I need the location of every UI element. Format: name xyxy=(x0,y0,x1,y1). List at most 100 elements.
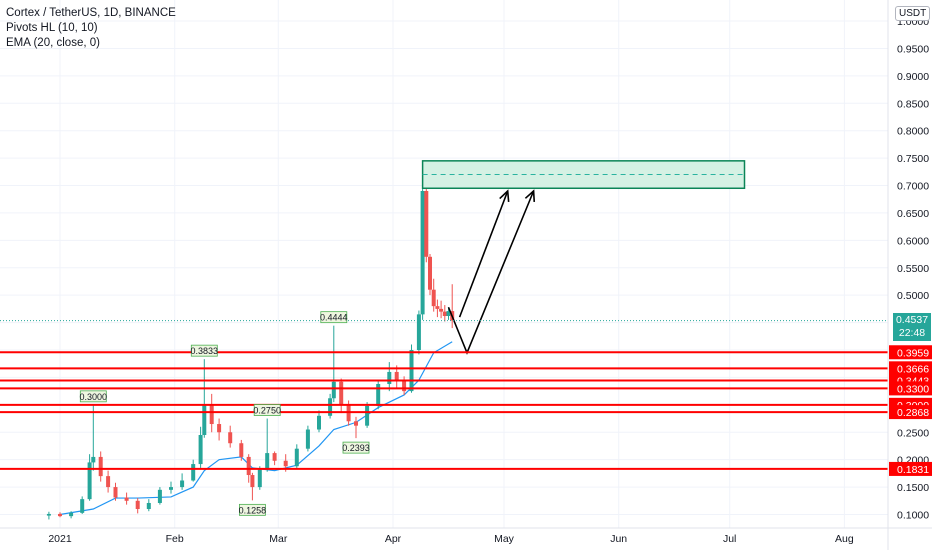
level-price-tag-text: 0.3300 xyxy=(897,383,929,395)
current-price-value: 0.4537 xyxy=(895,313,929,326)
candle-body xyxy=(376,384,381,406)
candle-body xyxy=(365,405,370,426)
current-price-label: 0.4537 22:48 xyxy=(893,312,931,341)
candle-body xyxy=(209,404,214,425)
candle-body xyxy=(339,381,344,405)
candle-body xyxy=(198,434,203,465)
candle-body xyxy=(239,443,244,457)
time-tick-label: Mar xyxy=(269,533,288,545)
candle-body xyxy=(272,453,277,461)
indicator-pivots-label[interactable]: Pivots HL (10, 10) xyxy=(6,22,98,34)
candle-body xyxy=(435,306,440,309)
pivot-label-box xyxy=(320,311,348,324)
candle-body xyxy=(416,314,421,351)
candle-body xyxy=(283,460,288,467)
chart-legend: Cortex / TetherUS, 1D, BINANCE Pivots HL… xyxy=(6,6,176,51)
candle-body xyxy=(294,448,299,467)
indicator-ema-label[interactable]: EMA (20, close, 0) xyxy=(6,37,100,49)
symbol-title[interactable]: Cortex / TetherUS, 1D, BINANCE xyxy=(6,7,176,19)
candle-body xyxy=(113,487,118,498)
candle-body xyxy=(402,380,407,392)
pivot-label-text: 0.4444 xyxy=(320,313,348,323)
level-price-tag-text: 0.3666 xyxy=(897,363,929,375)
candle-body xyxy=(180,480,185,488)
projection-path[interactable] xyxy=(447,190,535,355)
level-price-tag xyxy=(889,345,932,360)
candle-body xyxy=(246,456,251,476)
candle-body xyxy=(331,381,336,399)
time-tick-label: 2021 xyxy=(48,533,72,545)
pivot-label-text: 0.3000 xyxy=(80,392,108,402)
pivot-label-box xyxy=(79,390,107,403)
price-tick-label: 0.1000 xyxy=(897,510,929,522)
horizontal-levels[interactable] xyxy=(0,351,888,470)
level-price-tag-text: 0.2868 xyxy=(897,407,929,419)
arrow-head-2 xyxy=(524,189,536,203)
candle-body xyxy=(98,456,103,477)
level-price-tag-text: 0.1831 xyxy=(897,464,929,476)
candle-body xyxy=(317,415,321,430)
candle-body xyxy=(58,513,62,517)
arrow-head-1 xyxy=(499,189,510,203)
candle-body xyxy=(305,429,310,449)
time-tick-label: May xyxy=(494,533,515,545)
candle-body xyxy=(191,464,196,481)
candle-body xyxy=(428,256,432,290)
candle-body xyxy=(106,476,111,488)
candle-body xyxy=(135,500,140,510)
projection-arrow-1[interactable] xyxy=(458,190,509,318)
currency-button[interactable]: USDT xyxy=(895,6,931,21)
level-price-tag-text: 0.3959 xyxy=(897,347,929,359)
candle-body xyxy=(46,513,51,516)
pivot-label-text: 0.2393 xyxy=(342,443,370,453)
pivot-labels: 0.3000 0.3833 0.2750 0.1258 0.4444 0.2393 xyxy=(79,311,370,516)
pivot-label-text: 0.2750 xyxy=(253,406,281,416)
candle-body xyxy=(228,432,233,444)
candle-body xyxy=(354,421,358,426)
candle-body xyxy=(169,487,173,490)
candle-body xyxy=(250,475,255,488)
candle-body xyxy=(202,404,207,435)
price-tick-label: 0.5000 xyxy=(897,290,929,302)
price-tick-label: 0.8500 xyxy=(897,98,929,110)
level-price-tag xyxy=(889,405,932,420)
level-price-tag xyxy=(889,461,932,476)
candle-body xyxy=(265,453,270,470)
pivot-label-text: 0.3833 xyxy=(191,346,219,356)
pivot-label-text: 0.1258 xyxy=(239,505,267,515)
candle-body xyxy=(394,371,399,381)
price-axis[interactable]: 1.00000.95000.90000.85000.80000.75000.70… xyxy=(887,0,932,550)
candle-body xyxy=(424,191,429,257)
candle-body xyxy=(157,489,162,503)
pivot-label-box xyxy=(238,503,266,516)
price-tick-label: 0.7000 xyxy=(897,181,929,193)
candle-body xyxy=(446,311,451,317)
time-axis[interactable]: 2021 Feb Mar Apr May Jun Jul Aug xyxy=(0,527,932,545)
chart-grid xyxy=(0,0,888,528)
candle-body xyxy=(431,289,436,307)
price-tick-label: 0.9500 xyxy=(897,43,929,55)
candle-body xyxy=(91,456,96,463)
price-tick-label: 0.6500 xyxy=(897,208,929,220)
price-tick-label: 0.1500 xyxy=(897,482,929,494)
candle-body xyxy=(420,191,425,315)
target-zone[interactable] xyxy=(421,160,746,190)
candle-body xyxy=(124,497,129,501)
time-tick-label: Feb xyxy=(166,533,184,545)
level-price-tag xyxy=(889,381,932,396)
price-tick-label: 0.7500 xyxy=(897,153,929,165)
candle-body xyxy=(328,398,333,416)
candle-body xyxy=(80,499,85,513)
price-tick-label: 0.6000 xyxy=(897,235,929,247)
candle-body xyxy=(442,311,447,317)
candle-body xyxy=(69,512,74,517)
candle-body xyxy=(409,350,414,392)
time-tick-label: Jul xyxy=(723,533,736,545)
candle-body xyxy=(387,371,392,385)
candle-body xyxy=(439,308,444,312)
projection-arrows[interactable] xyxy=(0,189,888,355)
time-tick-label: Aug xyxy=(835,533,854,545)
pivot-label-box xyxy=(342,441,370,454)
bar-countdown: 22:48 xyxy=(898,326,926,339)
